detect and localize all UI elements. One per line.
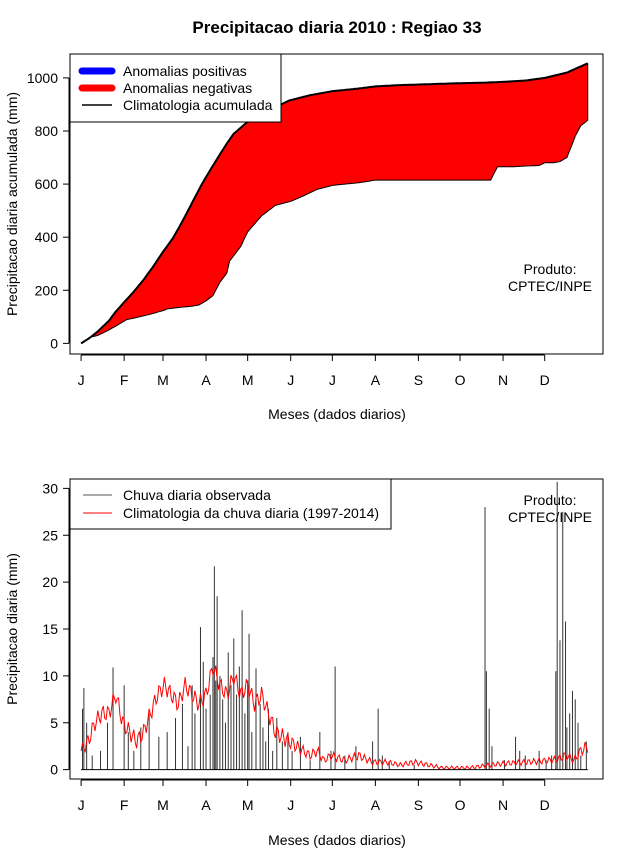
y-tick-label: 0 [50,762,58,778]
top-panel: 0 200 400 600 800 1000 J F M A M J J A S O N D Meses (da… [4,53,604,422]
x-tick-label: J [78,797,85,813]
y-tick-label: 30 [42,480,58,496]
x-tick-label: O [455,372,466,388]
daily-climatology-line [80,665,589,771]
y-tick-label: 1000 [27,70,58,86]
x-tick-label: S [414,797,423,813]
daily-rain-spikes [81,481,587,770]
legend-label-negative: Anomalias negativas [123,80,252,96]
annotation-line-2: CPTEC/INPE [508,278,592,294]
top-legend: Anomalias positivas Anomalias negativas … [69,53,282,123]
climatology-cumulative-line [80,62,589,345]
bottom-panel: 0 5 10 15 20 25 30 J F M A M J J A S O N D Meses (dados d… [4,478,604,848]
x-tick-label: M [157,372,169,388]
x-tick-label: M [157,797,169,813]
chart-title: Precipitacao diaria 2010 : Regiao 33 [192,18,481,37]
top-annotation: Produto: CPTEC/INPE [508,261,592,294]
x-tick-label: J [329,372,336,388]
legend-label-observed: Chuva diaria observada [123,487,271,503]
annotation-line-2: CPTEC/INPE [508,509,592,525]
y-tick-label: 800 [35,123,59,139]
x-tick-label: N [498,797,508,813]
y-tick-label: 200 [35,282,59,298]
bottom-y-axis-label: Precipitacao diaria (mm) [4,553,20,705]
x-tick-label: J [287,372,294,388]
x-tick-label: F [120,372,129,388]
y-tick-label: 600 [35,176,59,192]
annotation-line-1: Produto: [524,492,577,508]
bottom-y-axis: 0 5 10 15 20 25 30 [42,480,70,778]
y-tick-label: 5 [50,715,58,731]
x-tick-label: S [414,372,423,388]
legend-label-positive: Anomalias positivas [123,63,247,79]
y-tick-label: 10 [42,668,58,684]
top-y-axis: 0 200 400 600 800 1000 [27,70,70,351]
x-tick-label: A [201,797,211,813]
annotation-line-1: Produto: [524,261,577,277]
negative-anomaly-area [81,63,588,344]
x-tick-label: D [540,797,550,813]
x-tick-label: A [371,797,381,813]
bottom-x-axis-label: Meses (dados diarios) [268,832,406,848]
y-tick-label: 0 [50,335,58,351]
x-tick-label: J [78,372,85,388]
top-plot-box [69,53,604,355]
observed-cumulative-line [80,119,588,344]
legend-label-climatology: Climatologia da chuva diaria (1997-2014) [123,505,379,521]
x-tick-label: J [287,797,294,813]
legend-box [69,478,392,530]
y-tick-label: 400 [35,229,59,245]
top-y-axis-label: Precipitacao diaria acumulada (mm) [4,92,20,316]
x-tick-label: O [455,797,466,813]
y-tick-label: 25 [42,527,58,543]
x-tick-label: D [540,372,550,388]
x-tick-label: N [498,372,508,388]
x-tick-label: M [242,797,254,813]
x-tick-label: M [242,372,254,388]
legend-label-climatology: Climatologia acumulada [123,97,273,113]
y-tick-label: 20 [42,574,58,590]
x-tick-label: J [329,797,336,813]
y-tick-label: 15 [42,621,58,637]
bottom-legend: Chuva diaria observada Climatologia da c… [69,478,392,530]
bottom-annotation: Produto: CPTEC/INPE [508,492,592,525]
x-tick-label: A [201,372,211,388]
x-tick-label: A [371,372,381,388]
x-tick-label: F [120,797,129,813]
top-x-axis-label: Meses (dados diarios) [268,406,406,422]
